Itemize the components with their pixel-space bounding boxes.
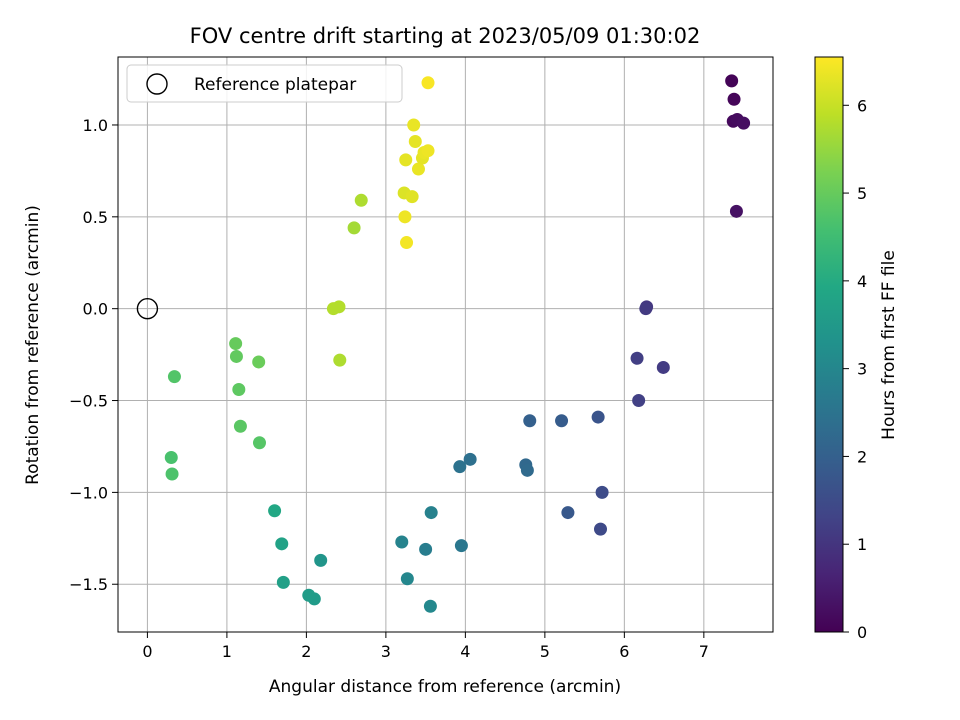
data-point xyxy=(252,436,266,450)
data-point xyxy=(302,588,316,602)
data-point xyxy=(561,506,575,520)
data-point xyxy=(656,360,670,374)
data-point xyxy=(268,504,282,518)
data-point xyxy=(398,210,412,224)
colorbar-tick-label: 0 xyxy=(857,623,867,642)
data-point xyxy=(252,355,266,369)
reference-marker-group xyxy=(136,297,159,320)
x-tick-label: 3 xyxy=(381,642,391,661)
plot-frame xyxy=(117,56,774,633)
data-point xyxy=(594,522,608,536)
data-point xyxy=(639,302,653,316)
data-point xyxy=(167,370,181,384)
data-point xyxy=(229,337,243,351)
chart-title: FOV centre drift starting at 2023/05/09 … xyxy=(190,24,701,48)
x-tick-label: 4 xyxy=(460,642,470,661)
data-point xyxy=(419,542,433,556)
data-point xyxy=(520,463,534,477)
data-point xyxy=(275,537,289,551)
data-point xyxy=(632,394,646,408)
reference-platepar-marker xyxy=(136,297,159,320)
colorbar-tick-label: 2 xyxy=(857,447,867,466)
data-point xyxy=(354,193,368,207)
x-tick-label: 0 xyxy=(142,642,152,661)
data-point xyxy=(399,153,413,167)
data-point xyxy=(454,539,468,553)
grid xyxy=(118,57,773,632)
data-point xyxy=(407,118,421,132)
data-point xyxy=(591,410,605,424)
legend: Reference platepar xyxy=(126,64,403,103)
colorbar-gradient xyxy=(814,56,844,633)
data-point xyxy=(595,485,609,499)
data-point xyxy=(395,535,409,549)
data-point xyxy=(523,414,537,428)
data-point xyxy=(405,190,419,204)
data-point xyxy=(400,572,414,586)
colorbar-label: Hours from first FF file xyxy=(879,250,899,440)
colorbar-tick-label: 5 xyxy=(857,184,867,203)
y-tick-label: −1.0 xyxy=(69,483,108,502)
data-point xyxy=(555,414,569,428)
data-point xyxy=(164,450,178,464)
colorbar-ticks: 0 1 2 3 4 5 6 xyxy=(843,96,867,642)
data-point xyxy=(421,144,435,158)
x-tick-label: 6 xyxy=(619,642,629,661)
data-point xyxy=(630,351,644,365)
data-points xyxy=(164,74,751,613)
data-point xyxy=(727,92,741,106)
y-tick-label: −0.5 xyxy=(69,392,108,411)
colorbar: 0 1 2 3 4 5 6 Hours from first FF file xyxy=(814,56,899,642)
data-point xyxy=(229,349,243,363)
legend-box xyxy=(126,64,403,103)
data-point xyxy=(347,221,361,235)
data-point xyxy=(423,599,437,613)
x-tick-label: 1 xyxy=(222,642,232,661)
data-point xyxy=(729,204,743,218)
y-tick-label: 0.5 xyxy=(83,208,108,227)
data-point xyxy=(411,162,425,176)
y-tick-label: 1.0 xyxy=(83,116,108,135)
data-point xyxy=(232,383,246,397)
x-axis-ticks: 0 1 2 3 4 5 6 7 xyxy=(142,632,709,661)
colorbar-tick-label: 1 xyxy=(857,535,867,554)
colorbar-tick-label: 3 xyxy=(857,360,867,379)
data-point xyxy=(725,74,739,88)
data-point xyxy=(463,452,477,466)
data-point xyxy=(737,116,751,130)
colorbar-tick-label: 6 xyxy=(857,96,867,115)
y-axis-title: Rotation from reference (arcmin) xyxy=(23,205,43,485)
x-tick-label: 7 xyxy=(699,642,709,661)
data-point xyxy=(332,300,346,314)
y-axis-ticks: −1.5 −1.0 −0.5 0.0 0.5 1.0 xyxy=(69,116,118,594)
legend-marker xyxy=(146,73,168,95)
data-point xyxy=(421,76,435,90)
data-point xyxy=(314,553,328,567)
data-point xyxy=(424,506,438,520)
data-point xyxy=(165,467,179,481)
x-tick-label: 2 xyxy=(301,642,311,661)
colorbar-tick-label: 4 xyxy=(857,272,867,291)
data-point xyxy=(276,575,290,589)
data-point xyxy=(233,419,247,433)
data-point xyxy=(453,460,467,474)
data-point xyxy=(400,236,414,250)
legend-label: Reference platepar xyxy=(194,75,356,95)
y-tick-label: −1.5 xyxy=(69,575,108,594)
y-tick-label: 0.0 xyxy=(83,300,108,319)
x-axis-title: Angular distance from reference (arcmin) xyxy=(269,677,621,697)
data-point xyxy=(333,353,347,367)
data-point xyxy=(408,135,422,149)
x-tick-label: 5 xyxy=(540,642,550,661)
